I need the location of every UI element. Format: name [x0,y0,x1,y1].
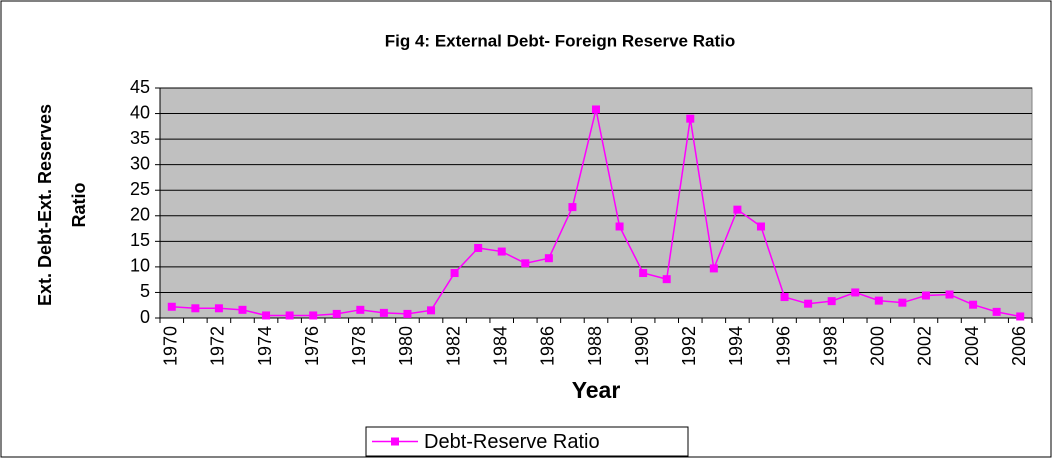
data-point [167,302,176,311]
data-point [214,304,223,313]
data-point [450,269,459,278]
x-tick-label: 2002 [915,326,935,366]
x-tick-label: 1990 [632,326,652,366]
x-tick-label: 1974 [255,326,275,366]
x-tick-label: 1982 [443,326,463,366]
data-point [568,203,577,212]
x-tick-label: 1970 [161,326,181,366]
data-point [874,296,883,305]
data-point [898,298,907,307]
x-tick-label: 2004 [962,326,982,366]
data-point [1016,312,1025,321]
legend-label: Debt-Reserve Ratio [424,431,600,453]
data-point [592,105,600,114]
x-tick-label: 1986 [538,326,558,366]
data-point [262,311,271,320]
data-point [639,269,648,278]
x-tick-label: 1980 [396,326,416,366]
x-tick-label: 2000 [868,326,888,366]
chart-title: Fig 4: External Debt- Foreign Reserve Ra… [385,31,735,50]
data-point [780,293,789,302]
y-tick-label: 15 [130,230,150,250]
x-tick-label: 1996 [773,326,793,366]
data-point [309,311,318,320]
data-point [969,300,978,309]
y-tick-label: 10 [130,256,150,276]
x-tick-label: 1988 [585,326,605,366]
y-tick-label: 5 [140,281,150,301]
data-point [686,114,695,123]
data-point [804,299,813,308]
x-tick-label: 1998 [820,326,840,366]
data-point [733,205,742,214]
data-point [544,254,553,263]
y-tick-label: 25 [130,179,150,199]
data-point [756,222,765,231]
y-tick-label: 30 [130,153,150,173]
data-point [709,264,718,273]
legend-marker [391,437,399,446]
data-point [851,288,860,297]
data-point [356,305,365,314]
data-point [427,306,436,315]
data-point [191,304,200,313]
data-point [662,275,671,284]
y-tick-label: 45 [130,77,150,97]
x-tick-label: 1994 [726,326,746,366]
data-point [921,291,930,300]
y-tick-label: 40 [130,102,150,122]
data-point [497,247,506,256]
y-tick-label: 20 [130,205,150,225]
x-tick-label: 1992 [679,326,699,366]
data-point [945,290,954,299]
data-point [285,311,294,320]
x-tick-label: 2006 [1009,326,1029,366]
x-axis-label: Year [572,377,621,403]
data-point [474,243,483,252]
data-point [827,297,836,306]
x-tick-label: 1976 [302,326,322,366]
x-tick-label: 1984 [490,326,510,366]
data-point [238,305,247,314]
data-point [379,308,388,317]
x-tick-label: 1972 [208,326,228,366]
x-tick-label: 1978 [349,326,369,366]
plot-area [159,87,1033,319]
y-axis-label: Ratio [69,182,89,227]
legend-box [365,426,689,457]
data-point [615,222,624,231]
data-point [992,307,1001,316]
y-tick-label: 35 [130,128,150,148]
data-point [521,259,530,268]
y-tick-label: 0 [140,307,150,327]
data-point [403,309,412,318]
y-axis-label: Ext. Debt-Ext. Reserves [35,104,55,306]
data-point [332,309,341,318]
